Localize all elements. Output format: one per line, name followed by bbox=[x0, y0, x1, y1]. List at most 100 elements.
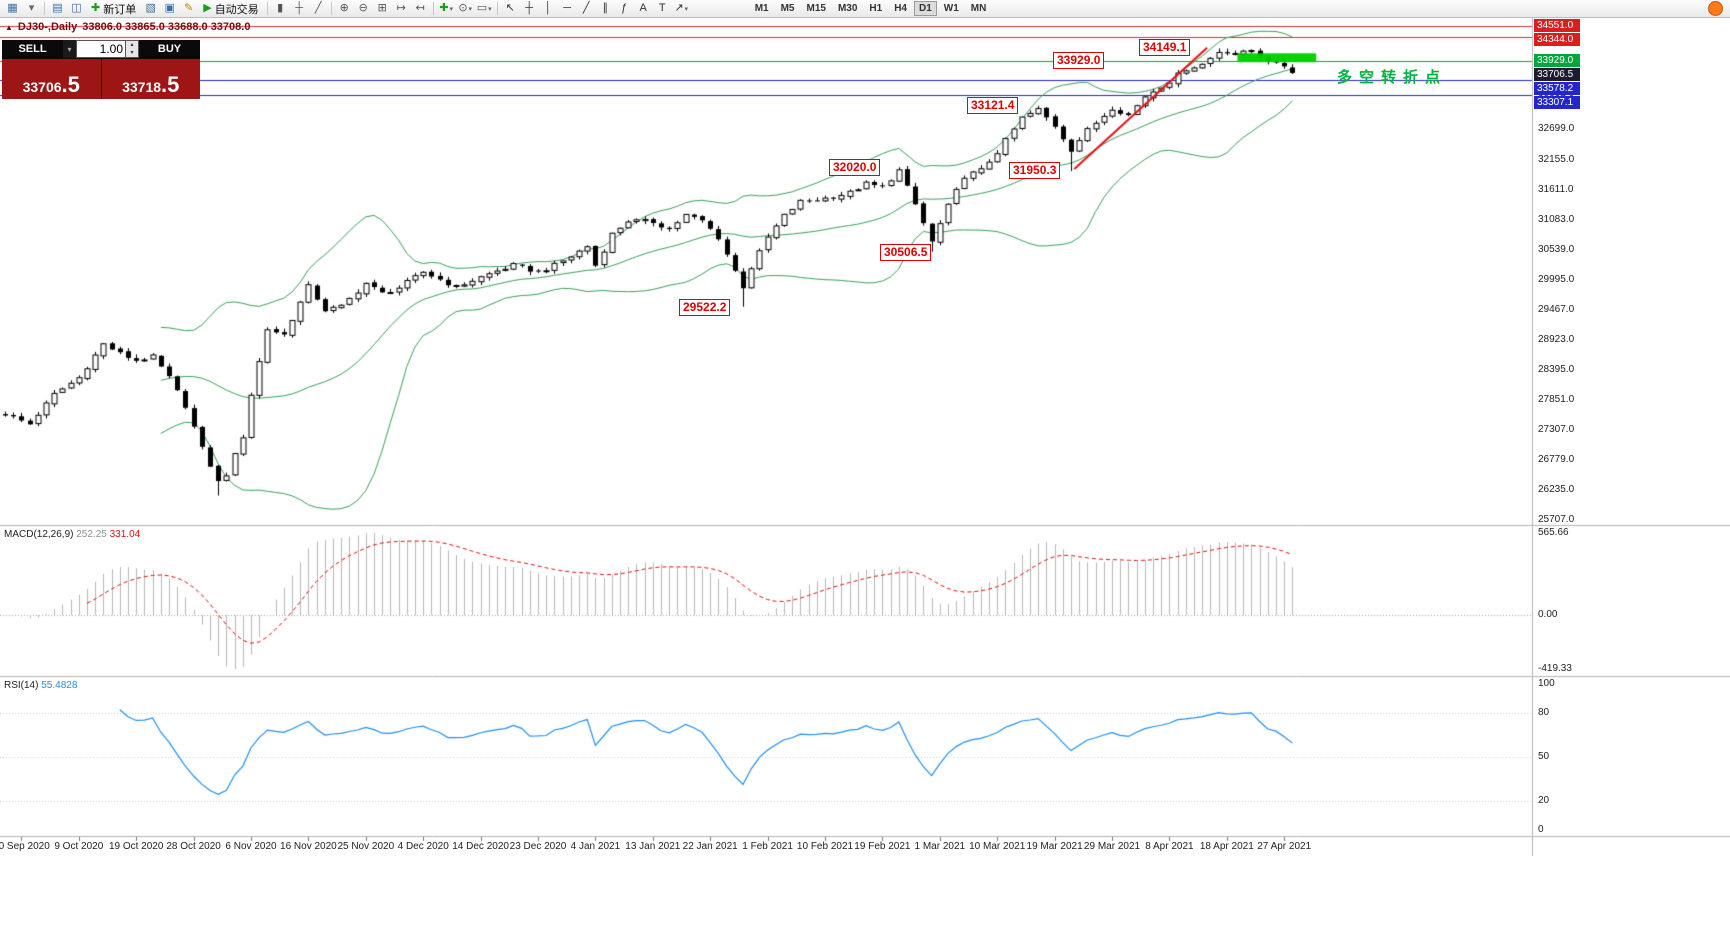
chart-profiles-icon[interactable]: ▾ bbox=[28, 2, 35, 14]
rsi-label: RSI(14) 55.4828 bbox=[4, 680, 78, 691]
date-axis-label: 13 Jan 2021 bbox=[625, 841, 681, 852]
price-level-box: 33706.5 bbox=[1534, 67, 1580, 81]
new-chart-icon[interactable]: ▦ bbox=[7, 2, 18, 14]
date-axis-label: 4 Jan 2021 bbox=[570, 841, 621, 852]
sell-button[interactable]: SELL bbox=[18, 43, 47, 55]
chart-note-text[interactable]: 多空转折点 bbox=[1337, 69, 1448, 86]
trendline-icon[interactable]: ╱ bbox=[582, 2, 590, 14]
ohlc-values: 33806.0 33865.0 33688.0 33708.0 bbox=[82, 21, 251, 33]
price-axis-tick: 26235.0 bbox=[1538, 484, 1575, 496]
horizontal-line-icon[interactable]: ─ bbox=[563, 2, 572, 14]
price-tag-annotation[interactable]: 29522.2 bbox=[679, 299, 731, 316]
date-axis-label: 16 Nov 2020 bbox=[280, 841, 337, 852]
sell-price-button[interactable]: 33706.5 bbox=[2, 59, 101, 99]
timeframe-w1-button[interactable]: W1 bbox=[943, 3, 959, 14]
cursor-icon[interactable]: ↖ bbox=[505, 2, 515, 14]
date-axis-label: 19 Mar 2021 bbox=[1026, 841, 1083, 852]
date-axis-label: 28 Oct 2020 bbox=[166, 841, 221, 852]
autotrading-button[interactable]: ▶ 自动交易 bbox=[203, 2, 259, 16]
price-axis-tick: 30539.0 bbox=[1538, 243, 1575, 255]
news-alert-icon[interactable] bbox=[1708, 1, 1723, 16]
one-click-trading-panel: SELL ▾ 1.00 ▴ ▾ BUY 33706.5 33718.5 bbox=[2, 40, 200, 99]
periods-icon[interactable]: ⊙ ▾ bbox=[458, 2, 473, 14]
buy-price-button[interactable]: 33718.5 bbox=[101, 59, 200, 99]
date-axis-label: 6 Nov 2020 bbox=[225, 841, 277, 852]
date-axis-label: 4 Dec 2020 bbox=[397, 841, 449, 852]
zoom-out-icon[interactable]: ⊖ bbox=[358, 2, 368, 14]
arrows-icon[interactable]: ↗ ▾ bbox=[674, 2, 689, 14]
price-tag-annotation[interactable]: 34149.1 bbox=[1139, 39, 1191, 56]
buy-button[interactable]: BUY bbox=[157, 43, 182, 55]
date-axis-label: 18 Apr 2021 bbox=[1199, 841, 1254, 852]
crosshair-icon[interactable]: ┼ bbox=[525, 2, 534, 14]
zoom-in-icon[interactable]: ⊕ bbox=[339, 2, 349, 14]
toolbar-separator bbox=[44, 2, 45, 15]
new-order-button[interactable]: ✚ 新订单 bbox=[91, 2, 137, 16]
templates-icon[interactable]: ▭ ▾ bbox=[476, 2, 492, 14]
rsi-axis-tick: 0 bbox=[1538, 824, 1544, 835]
rsi-axis-tick: 100 bbox=[1538, 678, 1555, 689]
toolbar-separator bbox=[266, 2, 268, 15]
price-tag-annotation[interactable]: 33929.0 bbox=[1053, 52, 1105, 69]
fibonacci-icon[interactable]: ƒ bbox=[621, 2, 628, 14]
toolbar-separator bbox=[496, 2, 498, 15]
line-chart-icon[interactable]: ╱ bbox=[314, 2, 322, 14]
label-icon[interactable]: T bbox=[658, 2, 666, 14]
date-axis-label: 23 Dec 2020 bbox=[509, 841, 567, 852]
navigator-icon[interactable]: ▧ bbox=[145, 2, 156, 14]
price-level-box: 33929.0 bbox=[1534, 53, 1580, 67]
timeframe-m5-button[interactable]: M5 bbox=[780, 3, 795, 14]
date-axis-label: 30 Sep 2020 bbox=[0, 841, 50, 852]
vertical-line-icon[interactable]: │ bbox=[544, 2, 552, 14]
date-axis-label: 9 Oct 2020 bbox=[54, 841, 104, 852]
rsi-axis-tick: 50 bbox=[1538, 751, 1550, 762]
price-level-box: 34344.0 bbox=[1534, 32, 1580, 46]
price-level-box: 33307.1 bbox=[1534, 95, 1580, 109]
timeframe-d1-button[interactable]: D1 bbox=[914, 1, 937, 16]
sell-mode-dropdown-icon[interactable]: ▾ bbox=[63, 40, 76, 58]
data-window-icon[interactable]: ◫ bbox=[71, 2, 82, 14]
tile-windows-icon[interactable]: ⊞ bbox=[377, 2, 387, 14]
toolbar-separator bbox=[330, 2, 332, 15]
timeframe-h1-button[interactable]: H1 bbox=[869, 3, 883, 14]
date-axis-label: 19 Feb 2021 bbox=[854, 841, 911, 852]
price-axis-tick: 32699.0 bbox=[1538, 123, 1575, 135]
volume-input[interactable]: 1.00 bbox=[76, 40, 126, 58]
price-axis-tick: 28923.0 bbox=[1538, 334, 1575, 346]
text-icon[interactable]: A bbox=[639, 2, 647, 14]
price-tag-annotation[interactable]: 30506.5 bbox=[880, 244, 932, 261]
price-tag-annotation[interactable]: 32020.0 bbox=[829, 159, 881, 176]
volume-decrease-icon[interactable]: ▾ bbox=[130, 50, 134, 56]
price-axis-tick: 26779.0 bbox=[1538, 453, 1575, 465]
date-axis-label: 19 Oct 2020 bbox=[108, 841, 164, 852]
price-tag-annotation[interactable]: 33121.4 bbox=[967, 97, 1019, 114]
auto-scroll-icon[interactable]: ↦ bbox=[396, 2, 406, 14]
market-watch-icon[interactable]: ▤ bbox=[52, 2, 63, 14]
chart-title: ▲ DJ30-,Daily 33806.0 33865.0 33688.0 33… bbox=[5, 21, 250, 33]
toolbar-icon-group: ▦ ▾ ▤ ◫ ✚ 新订单 ▧ ▣ ✎ ▶ 自动交易 ▮ ┼ ╱ ⊕ ⊖ ⊞ ↦ ↤ ✚ ▾ ⊙ ▾ ▭ ▾ ↖ ┼ │ ─ ╱ ∥ ƒ A T ↗… bbox=[3, 0, 691, 17]
timeframe-m30-button[interactable]: M30 bbox=[837, 3, 858, 14]
price-tag-annotation[interactable]: 31950.3 bbox=[1009, 162, 1061, 179]
timeframe-m15-button[interactable]: M15 bbox=[806, 3, 826, 14]
timeframe-m1-button[interactable]: M1 bbox=[754, 3, 769, 14]
date-axis-label: 10 Feb 2021 bbox=[796, 841, 854, 852]
channel-icon[interactable]: ∥ bbox=[602, 2, 608, 14]
metaeditor-icon[interactable]: ✎ bbox=[184, 2, 194, 14]
chart-marker-icon: ▲ bbox=[5, 22, 13, 32]
bar-chart-icon[interactable]: ▮ bbox=[277, 2, 284, 14]
timeframe-mn-button[interactable]: MN bbox=[970, 3, 987, 14]
date-axis-label: 29 Mar 2021 bbox=[1083, 841, 1141, 852]
price-axis-tick: 27851.0 bbox=[1538, 394, 1575, 406]
chart-shift-icon[interactable]: ↤ bbox=[415, 2, 425, 14]
volume-increase-icon[interactable]: ▴ bbox=[130, 42, 134, 48]
terminal-icon[interactable]: ▣ bbox=[164, 2, 175, 14]
candlestick-chart-icon[interactable]: ┼ bbox=[295, 2, 304, 14]
indicators-icon[interactable]: ✚ ▾ bbox=[439, 2, 454, 14]
timeframe-h4-button[interactable]: H4 bbox=[894, 3, 907, 14]
date-axis-label: 25 Nov 2020 bbox=[337, 841, 395, 852]
date-axis-label: 22 Jan 2021 bbox=[682, 841, 738, 852]
price-axis-tick: 29995.0 bbox=[1538, 274, 1575, 286]
price-axis-tick: 28395.0 bbox=[1538, 363, 1575, 375]
